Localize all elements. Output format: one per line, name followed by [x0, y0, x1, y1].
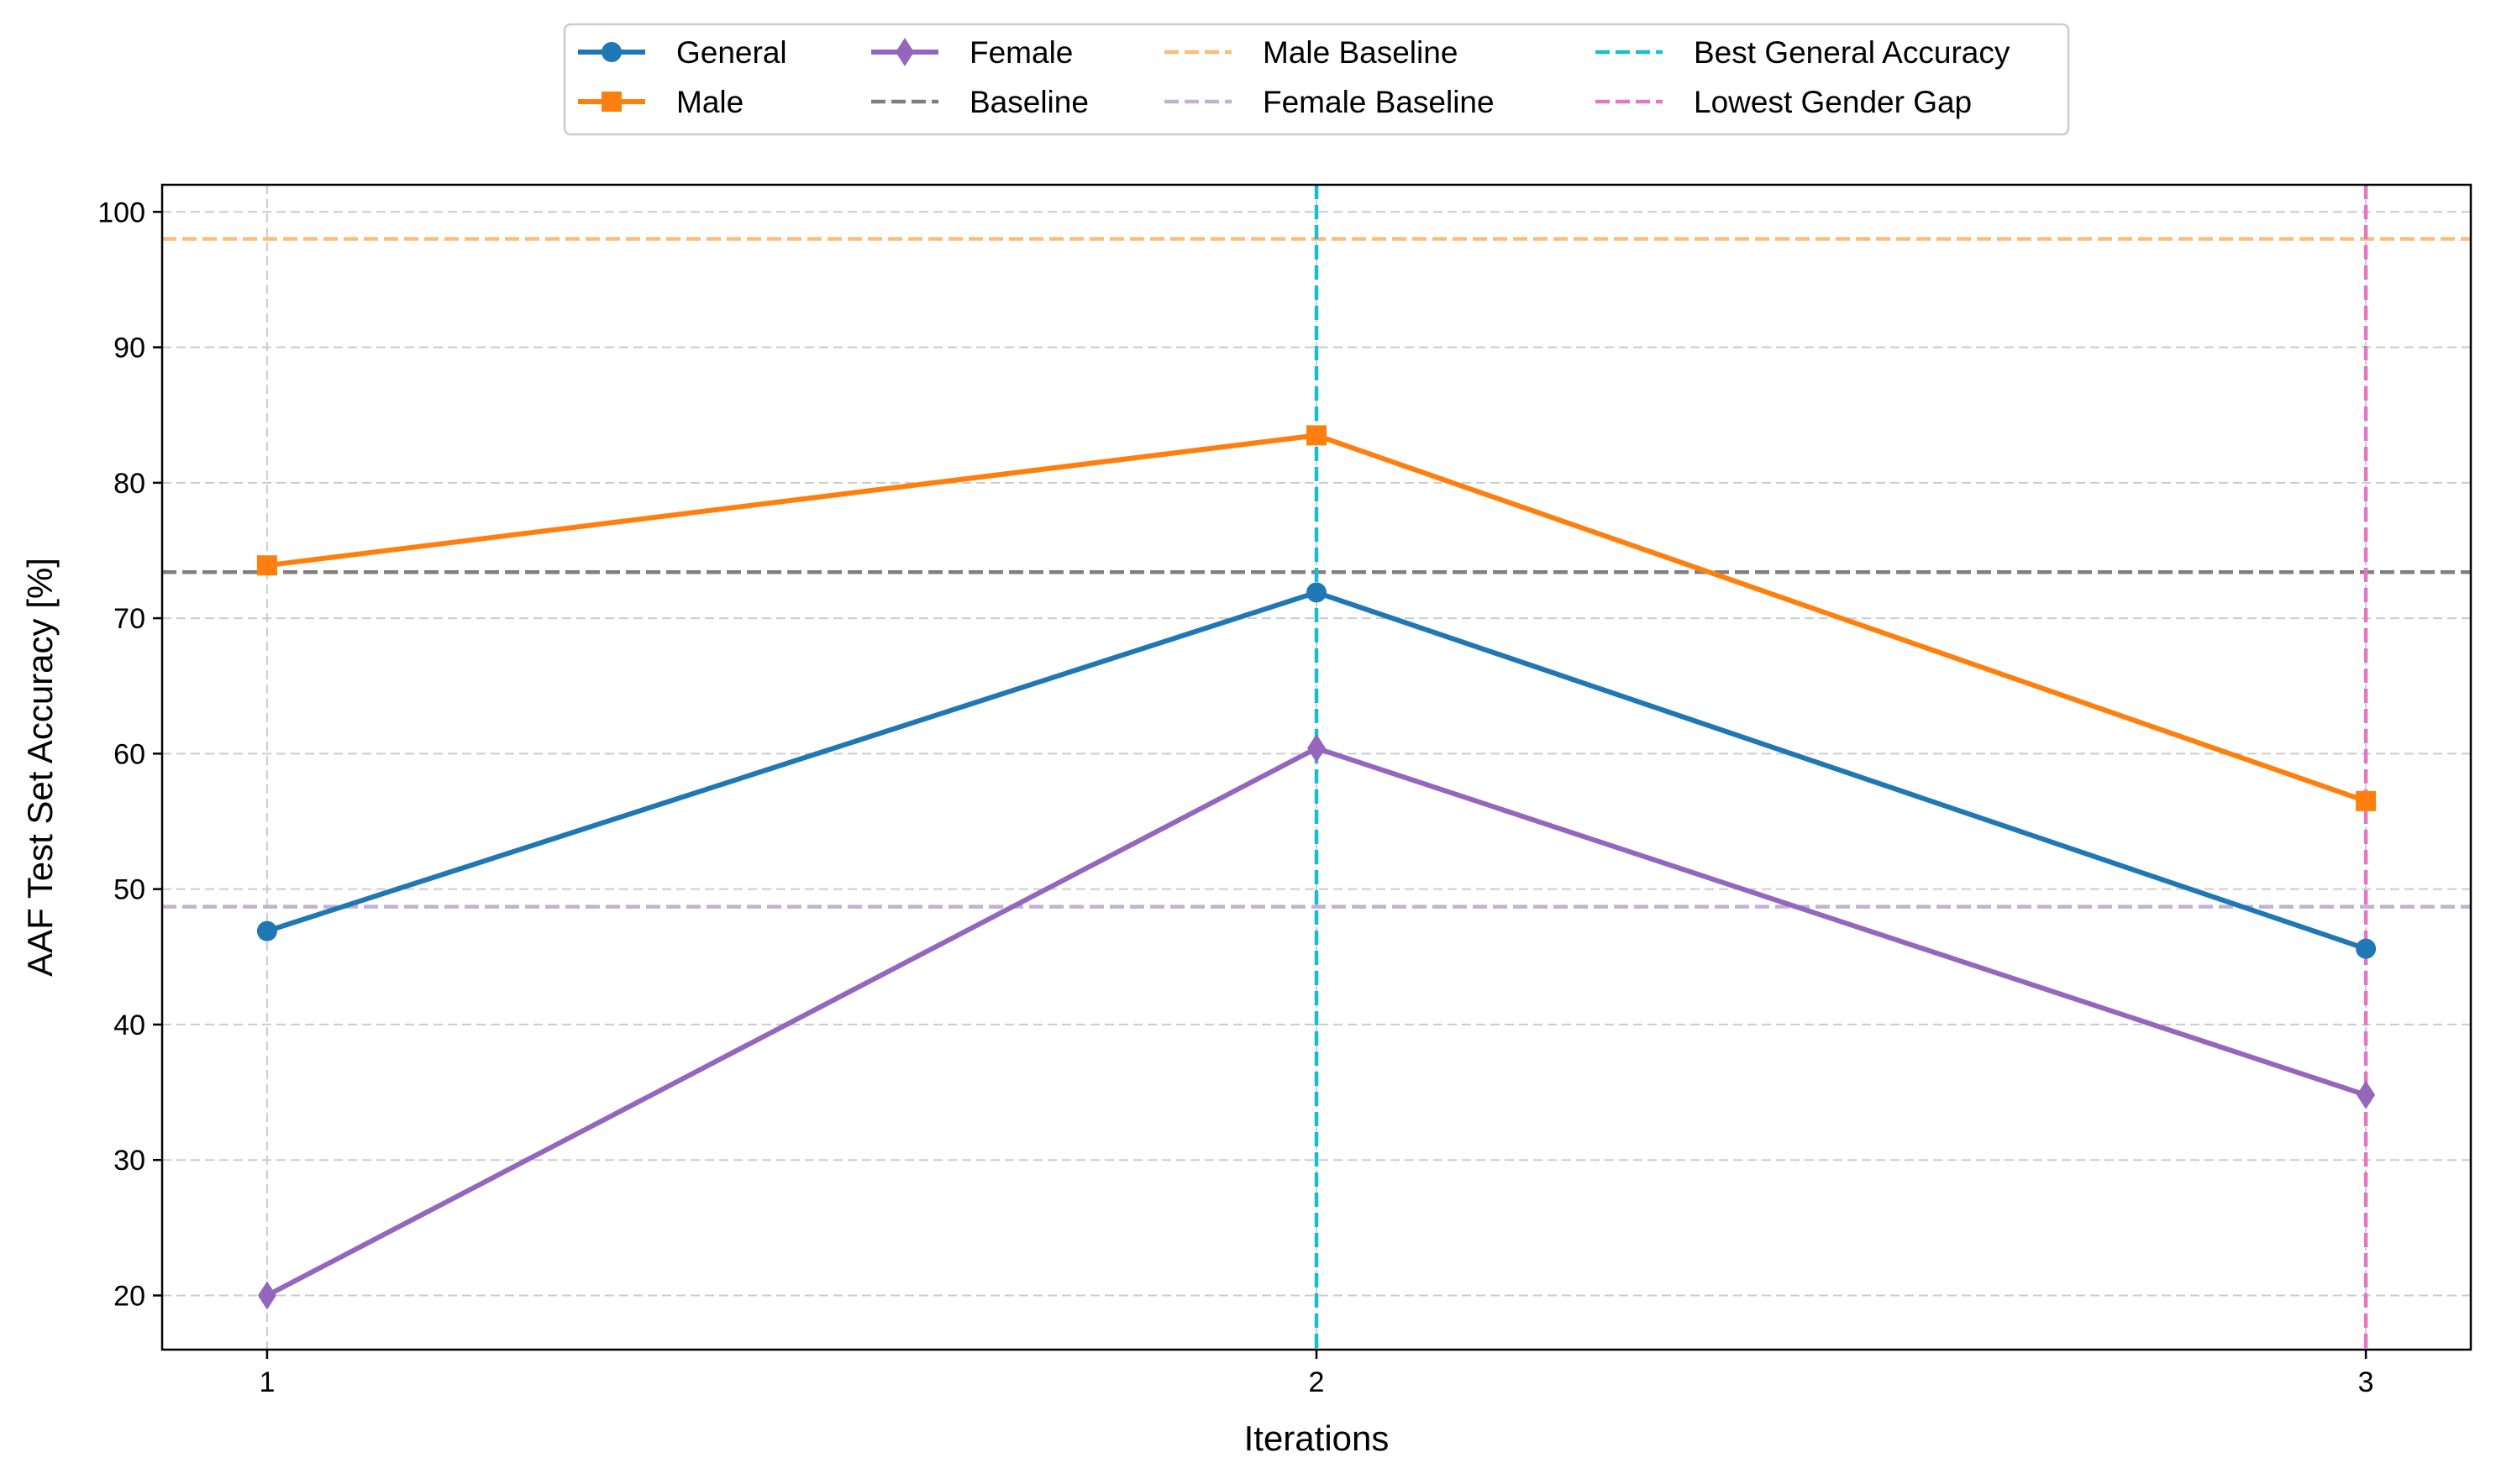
legend-label-lowest-gender-gap: Lowest Gender Gap: [1694, 85, 1972, 119]
male-point-3: [2356, 790, 2377, 811]
legend-label-general: General: [676, 35, 787, 70]
x-tick-label-2: 2: [1309, 1366, 1325, 1398]
legend: General Male Female Baseline Male Baseline Fe…: [563, 23, 2070, 136]
general-point-1: [256, 920, 277, 941]
legend-item-lowest-gender-gap: Lowest Gender Gap: [1595, 85, 1972, 119]
legend-label-female-baseline: Female Baseline: [1263, 85, 1495, 119]
female-point-3: [2357, 1080, 2376, 1109]
y-tick-label-80: 80: [113, 468, 145, 500]
y-tick-label-70: 70: [113, 603, 145, 635]
legend-item-female-baseline: Female Baseline: [1164, 85, 1495, 119]
legend-item-general: General: [578, 35, 787, 70]
female-point-2: [1307, 733, 1326, 763]
legend-item-baseline: Baseline: [871, 85, 1089, 119]
male-point-1: [256, 555, 277, 576]
legend-item-best-general-accuracy: Best General Accuracy: [1595, 35, 2010, 70]
general-point-2: [1306, 582, 1327, 603]
y-tick-label-20: 20: [113, 1280, 145, 1312]
female-point-1: [257, 1281, 276, 1310]
reference-lines: [162, 185, 2471, 1350]
legend-label-baseline: Baseline: [969, 85, 1089, 119]
x-tick-label-3: 3: [2358, 1366, 2374, 1398]
general-point-3: [2356, 938, 2377, 959]
legend-marker-male: [602, 92, 622, 112]
x-axis-ticks: 1 2 3: [259, 1350, 2374, 1398]
legend-marker-female: [896, 38, 914, 66]
legend-label-male-baseline: Male Baseline: [1263, 35, 1458, 70]
legend-label-female: Female: [969, 35, 1073, 70]
legend-label-best-general-accuracy: Best General Accuracy: [1694, 35, 2010, 70]
y-tick-label-100: 100: [97, 197, 145, 228]
y-tick-label-30: 30: [113, 1145, 145, 1177]
y-tick-label-40: 40: [113, 1009, 145, 1041]
y-tick-label-50: 50: [113, 874, 145, 906]
series-general: [256, 582, 2377, 959]
legend-item-female: Female: [871, 35, 1073, 70]
y-axis-label: AAF Test Set Accuracy [%]: [20, 558, 60, 977]
legend-box: [563, 23, 2070, 136]
legend-item-male: Male: [578, 85, 744, 119]
legend-label-male: Male: [676, 85, 744, 119]
legend-marker-general: [602, 42, 622, 62]
series-male: [256, 425, 2377, 811]
legend-item-male-baseline: Male Baseline: [1164, 35, 1458, 70]
series-female: [257, 733, 2376, 1310]
male-point-2: [1306, 425, 1327, 446]
y-tick-label-90: 90: [113, 333, 145, 364]
x-tick-label-1: 1: [259, 1366, 275, 1398]
y-tick-label-60: 60: [113, 738, 145, 770]
x-axis-label: Iterations: [1244, 1418, 1390, 1458]
y-axis-ticks: 20 30 40 50 60 70 80 90 100: [97, 197, 162, 1312]
data-series: [256, 425, 2377, 1310]
